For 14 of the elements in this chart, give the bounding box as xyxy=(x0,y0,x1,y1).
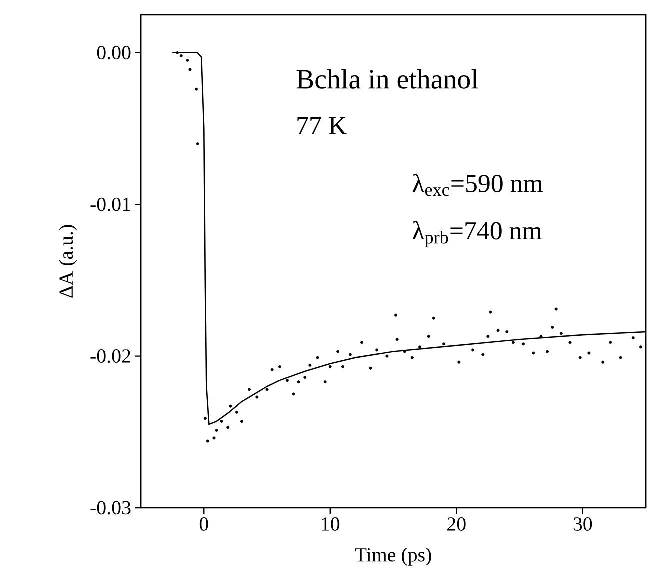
y-axis-title: ΔA (a.u.) xyxy=(59,225,78,298)
x-tick-label: 20 xyxy=(448,518,466,531)
x-tick-label: 30 xyxy=(574,518,592,531)
x-axis-title: Time (ps) xyxy=(355,548,432,566)
annotation: 77 K xyxy=(298,117,347,134)
annotation: λ$_{prb}$=740 nm xyxy=(412,221,542,248)
y-tick-label: 0.00 xyxy=(97,46,131,60)
y-tick-label: -0.03 xyxy=(90,501,131,515)
x-tick-label: 10 xyxy=(322,518,340,531)
annotation: λ$_{exc}$=590 nm xyxy=(412,174,544,196)
y-tick-label: -0.02 xyxy=(90,350,130,364)
y-tick-label: -0.01 xyxy=(90,198,130,212)
annotation: Bchla in ethanol xyxy=(296,69,478,89)
x-tick-label: 0 xyxy=(200,518,208,531)
